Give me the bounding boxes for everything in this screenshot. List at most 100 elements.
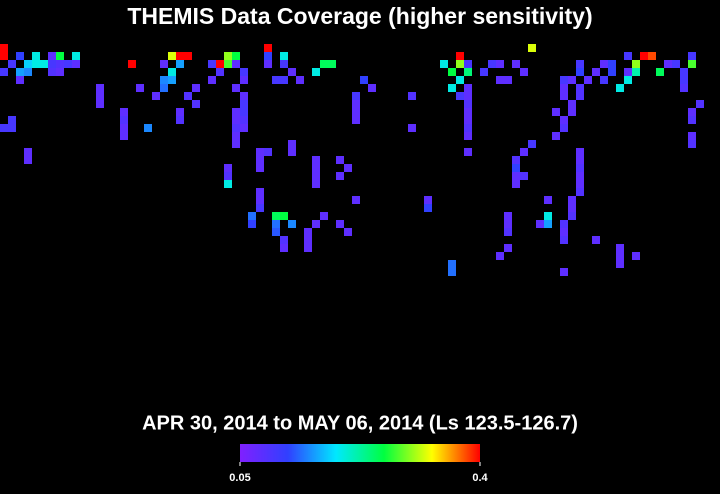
cell: [32, 60, 40, 68]
cell: [24, 148, 32, 156]
cell: [504, 212, 512, 220]
cell: [224, 180, 232, 188]
cell: [240, 68, 248, 76]
cell: [448, 268, 456, 276]
cell: [576, 92, 584, 100]
cell: [232, 108, 240, 116]
cell: [608, 68, 616, 76]
cell: [352, 116, 360, 124]
cell: [464, 68, 472, 76]
cell: [552, 108, 560, 116]
cell: [576, 68, 584, 76]
cell: [496, 60, 504, 68]
cell: [688, 52, 696, 60]
cell: [0, 44, 8, 52]
cell: [624, 52, 632, 60]
cell: [496, 76, 504, 84]
cell: [232, 116, 240, 124]
cell: [608, 60, 616, 68]
cell: [680, 68, 688, 76]
cell: [496, 252, 504, 260]
colorbar-tick-label: 0.05: [229, 472, 250, 484]
cell: [352, 196, 360, 204]
cell: [688, 140, 696, 148]
cell: [312, 220, 320, 228]
cell: [512, 180, 520, 188]
cell: [336, 172, 344, 180]
cell: [408, 92, 416, 100]
cell: [536, 220, 544, 228]
cell: [408, 124, 416, 132]
cell: [624, 76, 632, 84]
subtitle: APR 30, 2014 to MAY 06, 2014 (Ls 123.5-1…: [142, 412, 578, 434]
cell: [680, 84, 688, 92]
cell: [352, 92, 360, 100]
cell: [576, 172, 584, 180]
cell: [512, 60, 520, 68]
cell: [256, 188, 264, 196]
cell: [632, 60, 640, 68]
cell: [128, 60, 136, 68]
cell: [280, 52, 288, 60]
cell: [184, 92, 192, 100]
cell: [64, 60, 72, 68]
cell: [232, 84, 240, 92]
cell: [560, 76, 568, 84]
cell: [48, 60, 56, 68]
cell: [232, 140, 240, 148]
cell: [208, 60, 216, 68]
cell: [288, 148, 296, 156]
cell: [168, 52, 176, 60]
cell: [176, 60, 184, 68]
cell: [576, 180, 584, 188]
cell: [688, 132, 696, 140]
cell: [632, 68, 640, 76]
cell: [368, 84, 376, 92]
cell: [488, 60, 496, 68]
cell: [96, 92, 104, 100]
cell: [192, 100, 200, 108]
cell: [32, 52, 40, 60]
cell: [600, 60, 608, 68]
cell: [248, 212, 256, 220]
cell: [336, 156, 344, 164]
cell: [560, 84, 568, 92]
cell: [296, 76, 304, 84]
cell: [264, 44, 272, 52]
cell: [264, 52, 272, 60]
cell: [464, 92, 472, 100]
cell: [688, 60, 696, 68]
cell: [304, 236, 312, 244]
cell: [568, 212, 576, 220]
cell: [512, 156, 520, 164]
cell: [520, 68, 528, 76]
cell: [352, 108, 360, 116]
cell: [464, 60, 472, 68]
cell: [176, 108, 184, 116]
cell: [456, 76, 464, 84]
cell: [280, 212, 288, 220]
cell: [464, 116, 472, 124]
cell: [232, 52, 240, 60]
cell: [504, 244, 512, 252]
cell: [240, 108, 248, 116]
cell: [456, 60, 464, 68]
cell: [576, 156, 584, 164]
cell: [464, 124, 472, 132]
cell: [312, 172, 320, 180]
cell: [72, 60, 80, 68]
cell: [144, 124, 152, 132]
cell: [256, 164, 264, 172]
cell: [256, 196, 264, 204]
cell: [560, 92, 568, 100]
cell: [448, 260, 456, 268]
cell: [520, 148, 528, 156]
cell: [280, 60, 288, 68]
cell: [464, 132, 472, 140]
cell: [40, 60, 48, 68]
cell: [96, 84, 104, 92]
cell: [528, 44, 536, 52]
cell: [280, 76, 288, 84]
cell: [456, 52, 464, 60]
